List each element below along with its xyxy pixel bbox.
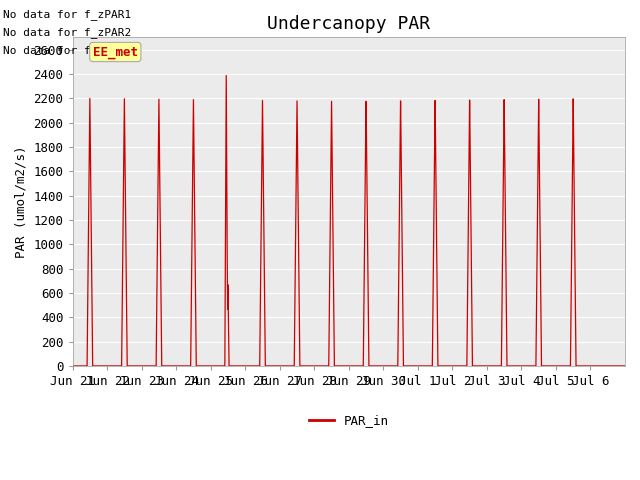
Text: No data for f_zPAR2: No data for f_zPAR2 [3,27,131,38]
Text: No data for f_zPAR3: No data for f_zPAR3 [3,45,131,56]
Title: Undercanopy PAR: Undercanopy PAR [268,15,430,33]
Y-axis label: PAR (umol/m2/s): PAR (umol/m2/s) [15,145,28,258]
Text: EE_met: EE_met [93,46,138,59]
Legend: PAR_in: PAR_in [304,409,394,432]
Text: No data for f_zPAR1: No data for f_zPAR1 [3,9,131,20]
